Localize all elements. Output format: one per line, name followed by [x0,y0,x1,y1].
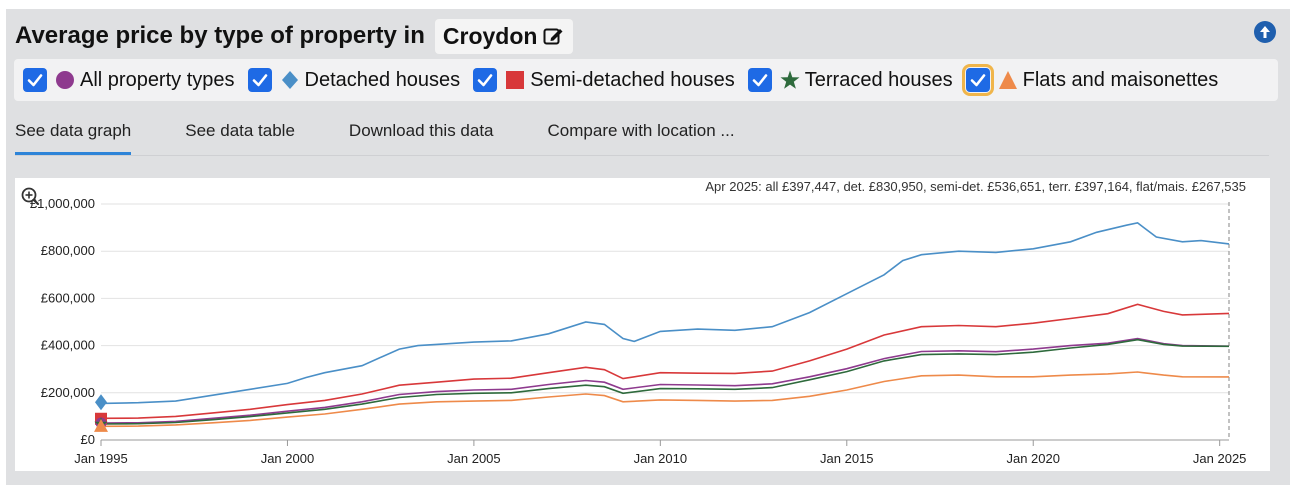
y-tick-label: £200,000 [41,385,95,400]
x-tick-label: Jan 1995 [74,451,128,466]
legend-label-semi: Semi-detached houses [530,68,735,91]
square-icon [505,70,525,90]
tab-compare-location[interactable]: Compare with location ... [547,121,735,140]
legend-label-all: All property types [80,68,235,91]
y-tick-label: £600,000 [41,290,95,305]
series-line [100,303,1230,420]
checkmark-icon [477,74,493,87]
checkmark-icon [252,74,267,87]
x-tick-label: Jan 2005 [447,451,501,466]
price-chart[interactable]: £0 £200,000 £400,000 £600,000 £800,000 £1,000… [15,178,1270,471]
legend-item-terraced[interactable]: Terraced houses [747,68,953,92]
legend-label-detached: Detached houses [304,68,461,91]
location-name: Croydon [442,22,538,49]
tab-data-table[interactable]: See data table [185,121,295,140]
checkmark-icon [752,74,768,87]
diamond-icon [280,70,300,90]
x-tick-label: Jan 2010 [634,451,688,466]
x-tick-label: Jan 2015 [820,451,874,466]
x-tick-label: Jan 2025 [1193,451,1247,466]
checkbox-terraced[interactable] [747,68,772,92]
zoom-icon[interactable] [21,187,40,206]
checkmark-icon [27,74,43,87]
x-tick-label: Jan 2000 [261,451,315,466]
x-tick-label: Jan 2020 [1006,451,1060,466]
legend-item-detached[interactable]: Detached houses [247,68,461,92]
tab-divider [15,155,1269,156]
legend-label-flats: Flats and maisonettes [1022,68,1219,91]
tab-download-data[interactable]: Download this data [348,121,494,140]
legend-label-terraced: Terraced houses [804,68,953,91]
chart-area: £0 £200,000 £400,000 £600,000 £800,000 £1,000… [15,178,1270,471]
legend-item-semi[interactable]: Semi-detached houses [473,68,735,92]
location-selector[interactable]: Croydon [434,18,574,54]
title-row: Average price by type of property in Cro… [15,17,574,55]
view-tabs: See data graph See data table Download t… [15,121,789,155]
chart-heading: Average price by type of property in [15,22,425,49]
start-marker-diamond [95,394,107,411]
series-line [100,222,1230,405]
star-icon [780,70,800,90]
checkmark-icon [970,74,985,87]
legend-bar: All property types Detached houses Semi-… [14,59,1278,101]
tab-data-graph[interactable]: See data graph [15,121,132,155]
legend-item-flats[interactable]: Flats and maisonettes [961,64,1219,96]
chart-panel: Average price by type of property in Cro… [6,9,1290,485]
series-line [100,338,1230,425]
checkbox-flats[interactable] [961,64,994,96]
start-marker-triangle [94,418,108,432]
y-tick-label: £1,000,000 [30,196,95,211]
triangle-icon [998,70,1018,90]
edit-icon [543,28,563,45]
series-line [100,371,1230,428]
checkbox-all[interactable] [23,68,47,92]
checkbox-detached[interactable] [247,68,272,92]
y-tick-label: £400,000 [41,338,95,353]
series-line [100,337,1230,424]
circle-icon [55,70,75,90]
scroll-up-icon[interactable] [1254,21,1276,43]
latest-values-annotation: Apr 2025: all £397,447, det. £830,950, s… [705,179,1246,194]
y-tick-label: £0 [81,432,95,447]
checkbox-semi[interactable] [473,68,498,92]
y-tick-label: £800,000 [41,243,95,258]
legend-item-all[interactable]: All property types [23,68,235,92]
